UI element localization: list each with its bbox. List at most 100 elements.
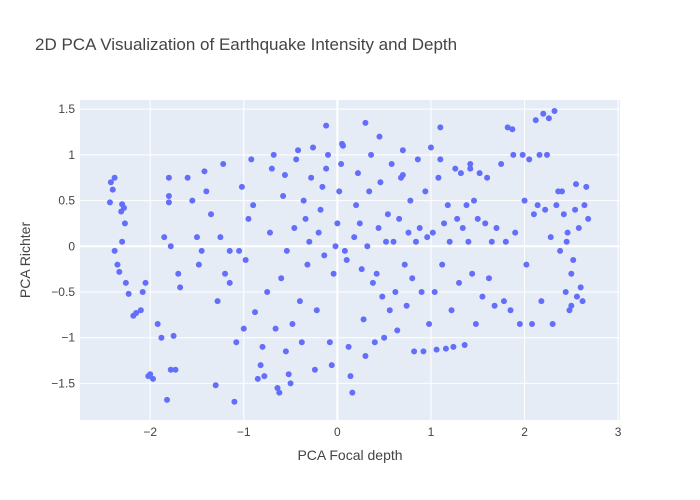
data-point[interactable] xyxy=(373,270,380,277)
data-point[interactable] xyxy=(257,362,264,369)
data-point[interactable] xyxy=(231,398,238,405)
data-point[interactable] xyxy=(274,385,281,391)
data-point[interactable] xyxy=(467,161,474,167)
data-point[interactable] xyxy=(450,343,457,350)
data-point[interactable] xyxy=(149,375,156,382)
data-point[interactable] xyxy=(412,238,419,245)
data-point[interactable] xyxy=(308,174,315,181)
data-point[interactable] xyxy=(429,229,436,236)
data-point[interactable] xyxy=(287,380,294,387)
data-point[interactable] xyxy=(437,156,444,163)
data-point[interactable] xyxy=(175,270,182,277)
data-point[interactable] xyxy=(467,165,474,172)
data-point[interactable] xyxy=(577,284,584,291)
data-point[interactable] xyxy=(336,188,343,195)
data-point[interactable] xyxy=(463,202,470,209)
data-point[interactable] xyxy=(435,174,442,181)
data-point[interactable] xyxy=(386,307,393,314)
data-point[interactable] xyxy=(405,229,412,236)
data-point[interactable] xyxy=(354,170,361,177)
data-point[interactable] xyxy=(121,220,128,227)
data-point[interactable] xyxy=(376,133,383,140)
data-point[interactable] xyxy=(281,171,288,178)
data-point[interactable] xyxy=(414,156,421,163)
data-point[interactable] xyxy=(212,382,219,389)
data-point[interactable] xyxy=(532,117,539,124)
data-point[interactable] xyxy=(512,229,519,236)
data-point[interactable] xyxy=(465,238,472,245)
data-point[interactable] xyxy=(147,371,154,378)
data-point[interactable] xyxy=(500,298,507,305)
data-point[interactable] xyxy=(330,270,337,277)
data-point[interactable] xyxy=(446,238,453,245)
data-point[interactable] xyxy=(165,174,172,181)
data-point[interactable] xyxy=(526,156,533,163)
data-point[interactable] xyxy=(488,238,495,245)
data-point[interactable] xyxy=(424,234,431,241)
data-point[interactable] xyxy=(165,193,172,199)
data-point[interactable] xyxy=(259,343,266,350)
data-point[interactable] xyxy=(409,275,416,282)
data-point[interactable] xyxy=(254,375,261,382)
data-point[interactable] xyxy=(392,289,399,295)
data-point[interactable] xyxy=(167,243,174,250)
data-point[interactable] xyxy=(416,225,423,231)
data-point[interactable] xyxy=(120,204,127,211)
data-point[interactable] xyxy=(313,307,320,314)
data-point[interactable] xyxy=(469,270,476,277)
data-point[interactable] xyxy=(452,165,459,172)
data-point[interactable] xyxy=(431,289,438,295)
data-point[interactable] xyxy=(439,261,446,268)
data-point[interactable] xyxy=(261,373,268,380)
data-point[interactable] xyxy=(422,188,429,195)
data-point[interactable] xyxy=(238,183,245,190)
data-point[interactable] xyxy=(264,289,271,295)
data-point[interactable] xyxy=(493,225,500,231)
data-point[interactable] xyxy=(384,211,391,218)
data-point[interactable] xyxy=(222,270,229,277)
data-point[interactable] xyxy=(558,188,565,195)
data-point[interactable] xyxy=(371,339,378,346)
data-point[interactable] xyxy=(362,353,369,359)
data-point[interactable] xyxy=(566,307,573,314)
data-point[interactable] xyxy=(485,275,492,282)
data-point[interactable] xyxy=(454,215,461,222)
data-point[interactable] xyxy=(509,126,516,133)
data-point[interactable] xyxy=(332,243,339,250)
data-point[interactable] xyxy=(325,151,332,158)
data-point[interactable] xyxy=(326,339,333,346)
data-point[interactable] xyxy=(315,229,322,236)
data-point[interactable] xyxy=(523,261,530,268)
data-point[interactable] xyxy=(220,161,227,167)
data-point[interactable] xyxy=(250,202,257,209)
data-point[interactable] xyxy=(203,188,210,195)
data-point[interactable] xyxy=(504,124,511,131)
data-point[interactable] xyxy=(278,275,285,282)
data-point[interactable] xyxy=(427,144,434,151)
data-point[interactable] xyxy=(375,225,382,231)
data-point[interactable] xyxy=(272,325,279,332)
data-point[interactable] xyxy=(214,298,221,305)
data-point[interactable] xyxy=(585,215,592,222)
data-point[interactable] xyxy=(381,334,388,341)
data-point[interactable] xyxy=(498,161,505,167)
data-point[interactable] xyxy=(544,151,551,158)
data-point[interactable] xyxy=(122,279,129,286)
data-point[interactable] xyxy=(291,225,298,231)
data-point[interactable] xyxy=(476,170,483,177)
data-point[interactable] xyxy=(474,215,481,222)
data-point[interactable] xyxy=(165,199,172,206)
data-point[interactable] xyxy=(109,186,116,193)
data-point[interactable] xyxy=(266,229,273,236)
data-point[interactable] xyxy=(295,147,302,154)
data-point[interactable] xyxy=(418,289,425,295)
data-point[interactable] xyxy=(459,225,466,231)
data-point[interactable] xyxy=(573,293,580,300)
data-point[interactable] xyxy=(184,174,191,181)
data-point[interactable] xyxy=(195,261,202,268)
data-point[interactable] xyxy=(534,202,541,209)
data-point[interactable] xyxy=(283,247,290,254)
data-point[interactable] xyxy=(516,321,523,327)
data-point[interactable] xyxy=(319,183,326,190)
data-point[interactable] xyxy=(341,247,348,254)
